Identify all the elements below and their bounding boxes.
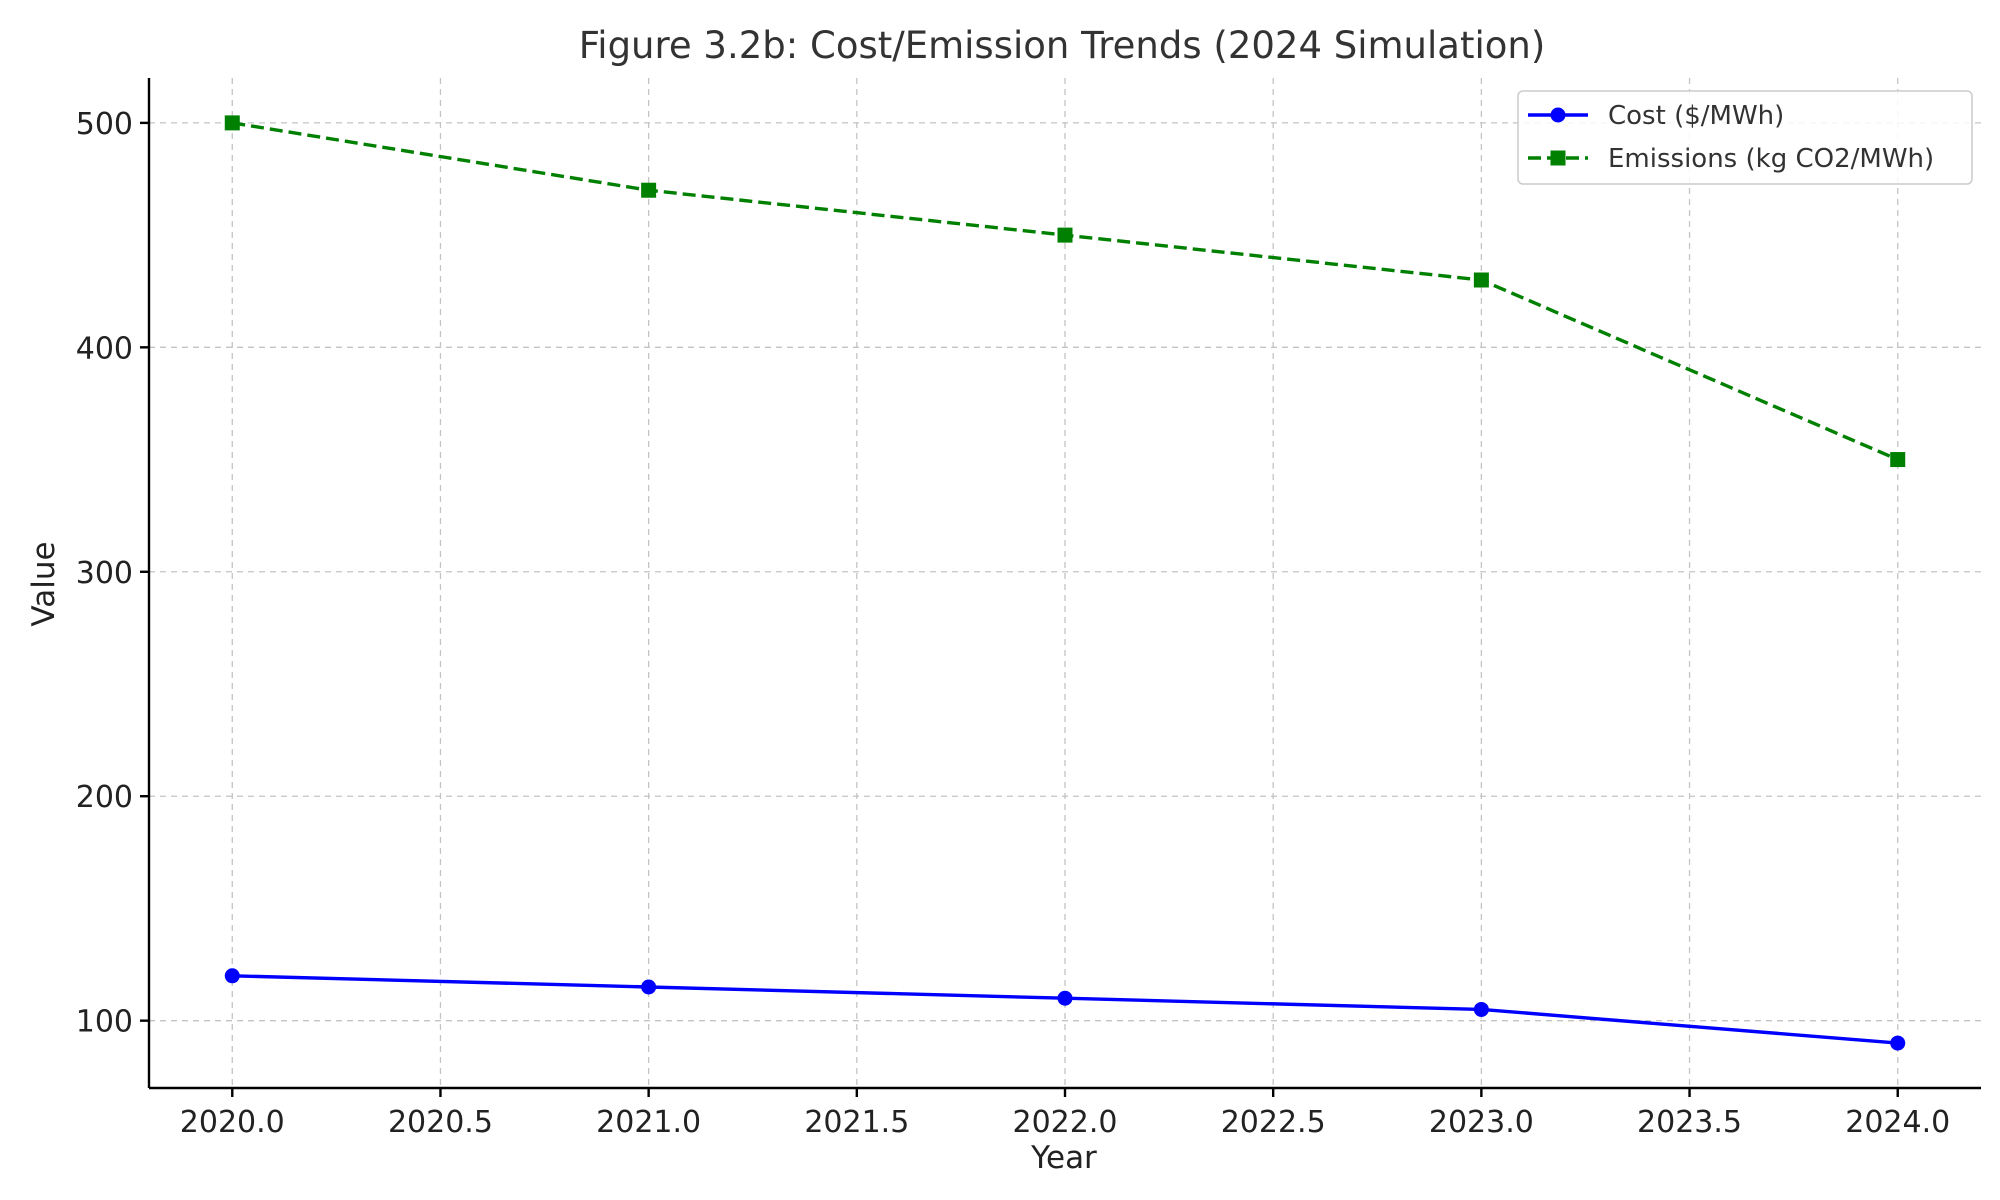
legend-marker-emissions: [1550, 150, 1566, 166]
x-tick-label: 2022.5: [1221, 1105, 1326, 1140]
y-tick-label: 100: [76, 1005, 133, 1040]
x-tick-label: 2022.0: [1013, 1105, 1118, 1140]
y-axis-ticks: 100 200 300 400 500: [76, 107, 149, 1040]
series-layer: [224, 115, 1906, 1051]
data-point-cost: [1473, 1001, 1489, 1017]
y-tick-label: 400: [76, 331, 133, 366]
y-tick-label: 300: [76, 556, 133, 591]
data-point-emissions: [641, 182, 657, 198]
x-tick-label: 2020.5: [388, 1105, 493, 1140]
data-point-emissions: [1890, 452, 1906, 468]
legend-box: [1517, 90, 1973, 185]
x-tick-label: 2023.5: [1637, 1105, 1742, 1140]
x-axis-label: Year: [1030, 1140, 1097, 1176]
data-point-emissions: [1473, 272, 1489, 288]
data-point-emissions: [224, 115, 240, 131]
grid: [149, 78, 1981, 1088]
data-point-cost: [1890, 1035, 1906, 1051]
legend-entry-emissions: Emissions (kg CO2/MWh): [1528, 144, 1934, 174]
y-tick-label: 200: [76, 780, 133, 815]
legend: Cost ($/MWh) Emissions (kg CO2/MWh): [1517, 90, 1973, 185]
legend-entry-cost: Cost ($/MWh): [1528, 101, 1784, 131]
legend-label-cost: Cost ($/MWh): [1608, 101, 1784, 131]
x-tick-label: 2023.0: [1429, 1105, 1534, 1140]
series-emissions: [224, 115, 1906, 468]
data-point-cost: [1057, 990, 1073, 1006]
x-tick-label: 2021.0: [596, 1105, 701, 1140]
legend-label-emissions: Emissions (kg CO2/MWh): [1608, 144, 1934, 174]
data-point-cost: [641, 979, 657, 995]
chart-title: Figure 3.2b: Cost/Emission Trends (2024 …: [579, 24, 1546, 67]
legend-marker-cost: [1550, 107, 1566, 123]
x-tick-label: 2021.5: [804, 1105, 909, 1140]
series-cost: [224, 968, 1906, 1051]
x-tick-label: 2020.0: [180, 1105, 285, 1140]
data-point-cost: [224, 968, 240, 984]
x-tick-label: 2024.0: [1845, 1105, 1950, 1140]
x-axis-ticks: 2020.0 2020.5 2021.0 2021.5 2022.0 2022.5 2023…: [180, 1088, 1950, 1140]
y-tick-label: 500: [76, 107, 133, 142]
data-point-emissions: [1057, 227, 1073, 243]
y-axis-label: Value: [26, 541, 62, 626]
